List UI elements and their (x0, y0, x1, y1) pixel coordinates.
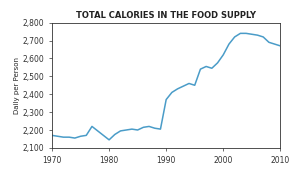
Title: TOTAL CALORIES IN THE FOOD SUPPLY: TOTAL CALORIES IN THE FOOD SUPPLY (76, 11, 256, 21)
Y-axis label: Daily per Person: Daily per Person (14, 57, 20, 114)
